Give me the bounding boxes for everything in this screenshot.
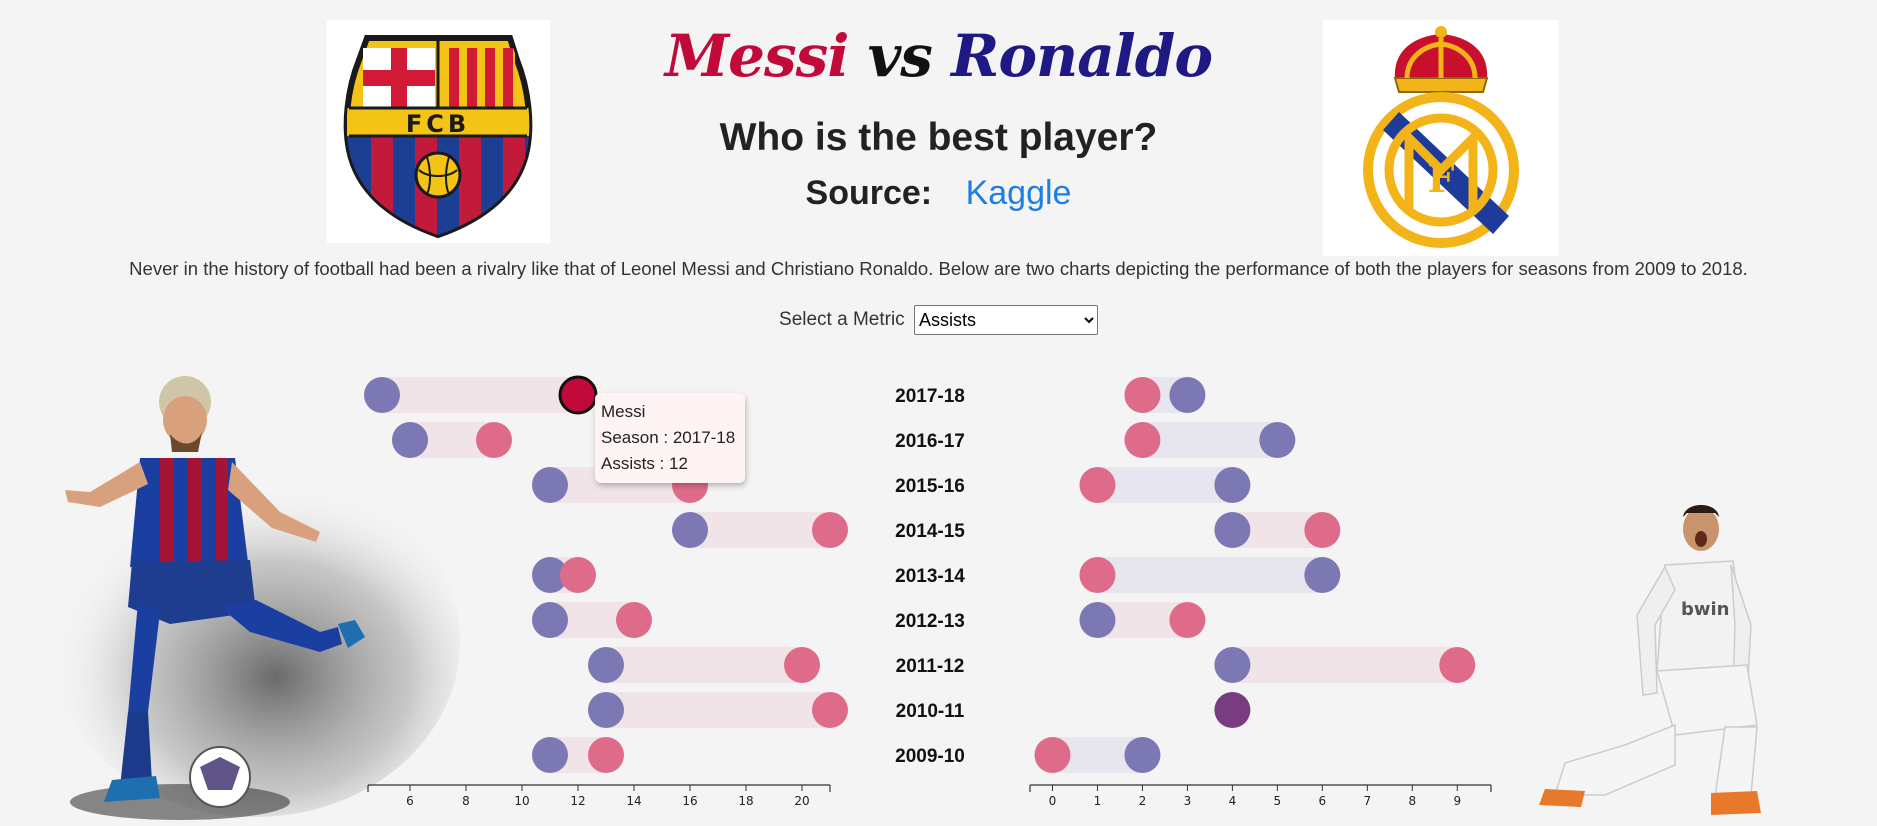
right-dot-messi (1079, 557, 1116, 593)
right-dot-ronaldo (1214, 647, 1251, 683)
right-x-tick-label: 0 (1049, 794, 1057, 808)
left-dot-messi (560, 557, 596, 593)
season-label: 2017-18 (895, 386, 965, 407)
messi-player-image (20, 362, 460, 822)
right-x-tick-label: 8 (1408, 794, 1416, 808)
season-label: 2012-13 (895, 611, 965, 632)
left-x-tick-label: 20 (794, 794, 809, 808)
right-range-bar (1142, 422, 1278, 458)
left-dot-ronaldo (392, 422, 428, 458)
svg-text:F: F (1428, 156, 1455, 201)
chart-tooltip: Messi Season : 2017-18 Assists : 12 (595, 393, 745, 483)
ronaldo-player-image: bwin (1525, 495, 1765, 820)
left-dot-ronaldo (532, 467, 568, 503)
svg-text:bwin: bwin (1681, 599, 1730, 620)
season-label: 2016-17 (895, 431, 965, 452)
metric-selector: Select a Metric Assists (0, 305, 1877, 335)
right-dot-messi (1439, 647, 1476, 683)
right-dot-messi (1034, 737, 1071, 773)
right-dot-ronaldo (1124, 737, 1161, 773)
left-dot-messi-highlighted (558, 375, 598, 415)
left-dot-messi (616, 602, 652, 638)
right-x-tick-label: 6 (1319, 794, 1327, 808)
right-x-tick-label: 2 (1139, 794, 1147, 808)
right-dot-messi (1124, 422, 1161, 458)
right-x-tick-label: 3 (1184, 794, 1192, 808)
season-label: 2010-11 (896, 701, 965, 722)
left-dot-ronaldo (588, 647, 624, 683)
right-dot-ronaldo (1169, 377, 1206, 413)
fc-barcelona-logo: FCB (327, 20, 550, 243)
title-vs: vs (867, 22, 933, 90)
right-x-tick-label: 7 (1363, 794, 1371, 808)
title-player1: Messi (664, 22, 849, 90)
right-range-bar (1097, 467, 1233, 503)
real-madrid-logo: F (1323, 20, 1559, 256)
left-range-bar (606, 647, 802, 683)
right-dot-ronaldo (1304, 557, 1341, 593)
left-dot-ronaldo (532, 557, 568, 593)
left-x-tick-label: 18 (738, 794, 753, 808)
left-dot-messi (476, 422, 512, 458)
source-link[interactable]: Kaggle (965, 174, 1072, 212)
right-dot-overlap (1214, 692, 1251, 728)
right-x-tick-label: 4 (1229, 794, 1237, 808)
season-label: 2013-14 (895, 566, 965, 587)
left-range-bar (690, 512, 830, 548)
tooltip-value: Assists : 12 (601, 454, 688, 473)
right-x-tick-label: 5 (1274, 794, 1282, 808)
title-player2: Ronaldo (951, 22, 1213, 90)
left-dot-ronaldo (672, 512, 708, 548)
metric-label: Select a Metric (779, 309, 905, 331)
left-x-tick-label: 12 (570, 794, 585, 808)
left-x-tick-label: 10 (514, 794, 529, 808)
right-x-tick-label: 1 (1094, 794, 1102, 808)
season-label: 2015-16 (895, 476, 965, 497)
season-label: 2014-15 (895, 521, 965, 542)
right-x-tick-label: 9 (1453, 794, 1461, 808)
right-dot-ronaldo (1079, 602, 1116, 638)
season-label: 2011-12 (896, 656, 965, 677)
metric-select[interactable]: Assists (913, 305, 1098, 335)
tooltip-player: Messi (601, 402, 646, 421)
left-dot-messi (784, 647, 820, 683)
page-title: Messi vs Ronaldo (0, 22, 1877, 90)
svg-text:FCB: FCB (406, 110, 470, 138)
left-dot-ronaldo (532, 602, 568, 638)
source-label: Source: (805, 174, 933, 212)
left-dot-messi (588, 737, 624, 773)
right-dot-messi (1304, 512, 1341, 548)
right-dot-ronaldo (1214, 467, 1251, 503)
right-dot-messi (1079, 467, 1116, 503)
left-x-tick-label: 16 (682, 794, 697, 808)
left-x-tick-label: 8 (462, 794, 470, 808)
right-dot-messi (1169, 602, 1206, 638)
tooltip-season: Season : 2017-18 (601, 428, 736, 447)
right-dot-ronaldo (1214, 512, 1251, 548)
left-dot-ronaldo (532, 737, 568, 773)
left-dot-messi (812, 512, 848, 548)
left-range-bar (606, 692, 830, 728)
right-range-bar (1097, 557, 1323, 593)
left-x-tick-label: 14 (626, 794, 641, 808)
page-subtitle: Who is the best player? (719, 116, 1158, 159)
description-text: Never in the history of football had bee… (129, 258, 1748, 279)
left-dot-ronaldo (588, 692, 624, 728)
right-dot-messi (1124, 377, 1161, 413)
season-label: 2009-10 (895, 746, 965, 767)
left-dot-messi (812, 692, 848, 728)
source-line: Source: Kaggle (0, 174, 1877, 213)
left-dot-ronaldo (364, 377, 400, 413)
right-range-bar (1232, 647, 1458, 683)
right-dot-ronaldo (1259, 422, 1296, 458)
